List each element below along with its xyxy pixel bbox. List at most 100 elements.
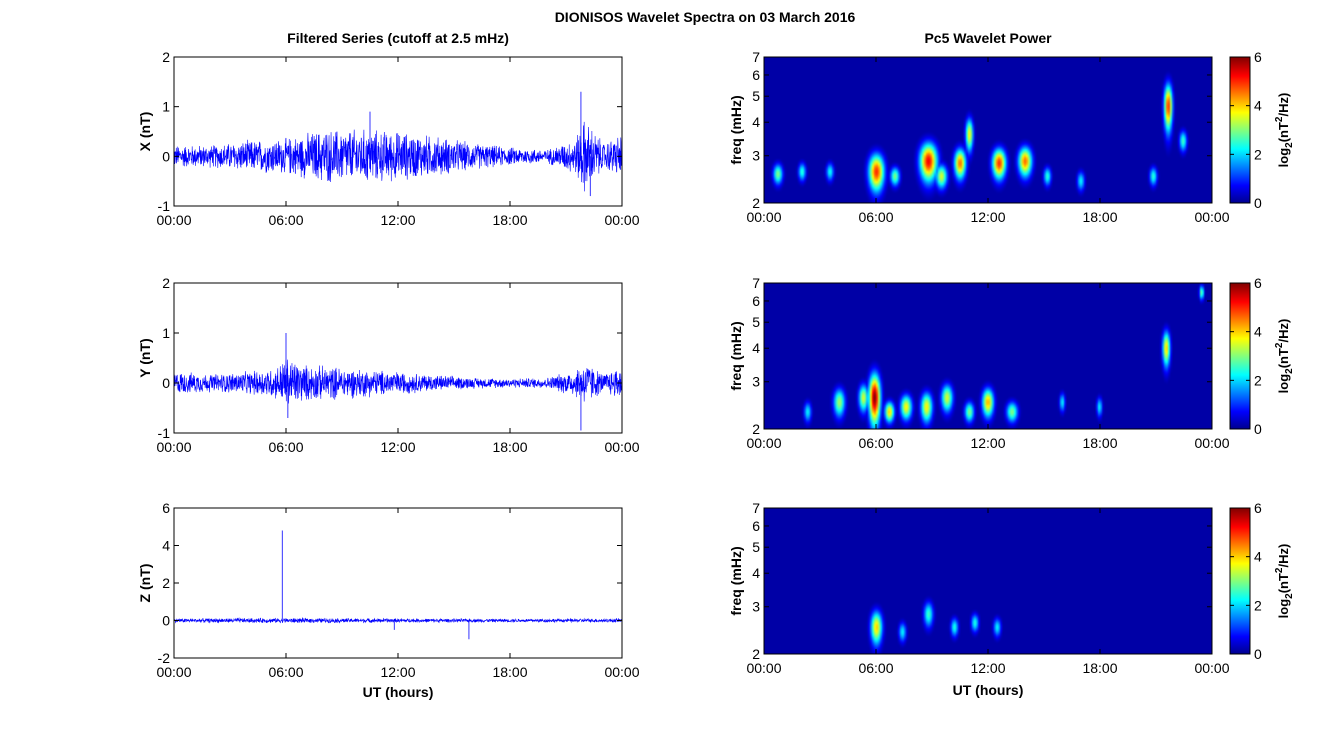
x-tick-label: 00:00 [1194,209,1229,225]
x-tick-label: 18:00 [1082,660,1117,676]
colorbar-tick-label: 2 [1254,372,1262,388]
y-tick-label: 6 [752,67,760,83]
x-tick-label: 06:00 [858,209,893,225]
y-tick-label: 3 [752,148,760,164]
y-axis-label: freq (mHz) [728,95,744,164]
y-axis-label: X (nT) [137,112,153,152]
colorbar-label: log2(nT2/Hz) [1274,93,1295,168]
y-tick-label: 4 [752,114,760,130]
wavelet-panel-y: 2 3 4 5 6 7 freq (mHz) [728,275,1213,437]
y-tick-label: 0 [162,375,170,391]
series-line [173,121,623,192]
x-tick-label: 06:00 [858,435,893,451]
x-tick-label: 00:00 [604,664,639,680]
y-tick-label: 2 [752,646,760,662]
colorbar-tick-label: 6 [1254,500,1262,516]
x-tick-label: 12:00 [970,660,1005,676]
x-axis-wavelet-y: 00:00 06:00 12:00 18:00 00:00 [746,283,1230,451]
y-tick-label: 2 [162,49,170,65]
plot-area [174,57,622,206]
x-tick-label: 00:00 [604,439,639,455]
y-tick-label: 6 [752,293,760,309]
figure-title: DIONISOS Wavelet Spectra on 03 March 201… [555,9,856,25]
colorbar-tick-label: 2 [1254,597,1262,613]
y-tick-label: 2 [752,421,760,437]
x-tick-label: 18:00 [1082,209,1117,225]
y-tick-label: 5 [752,314,760,330]
x-tick-label: 12:00 [380,212,415,228]
y-tick-label: 2 [752,195,760,211]
x-tick-label: 06:00 [268,439,303,455]
x-tick-label: 00:00 [156,439,191,455]
x-tick-label: 12:00 [970,209,1005,225]
y-tick-label: 5 [752,88,760,104]
x-axis-x: 00:00 06:00 12:00 18:00 00:00 [156,57,640,228]
wavelet-heatmap [764,508,1212,654]
series-panel-y: -1 0 1 2 Y (nT) [137,275,623,441]
y-tick-label: -1 [158,198,171,214]
x-tick-label: 12:00 [970,435,1005,451]
colorbar-tick-label: 4 [1254,549,1262,565]
colorbar-gradient [1229,282,1251,430]
x-tick-label: 00:00 [156,212,191,228]
wavelet-panel-z: 2 3 4 5 6 7 freq (mHz) [728,500,1213,662]
wavelet-heatmap [764,57,1212,203]
y-tick-label: -2 [158,650,171,666]
colorbar-label: log2(nT2/Hz) [1274,319,1295,394]
y-tick-label: 3 [752,374,760,390]
y-tick-label: 4 [752,340,760,356]
y-axis-label: freq (mHz) [728,321,744,390]
colorbar-gradient [1229,507,1251,655]
y-tick-label: 7 [752,500,760,516]
plot-area [174,283,622,433]
colorbar-tick-label: 4 [1254,98,1262,114]
colorbar-y: 0 2 4 6 log2(nT2/Hz) [1229,275,1295,437]
x-axis-label-left: UT (hours) [363,684,434,700]
y-tick-label: 7 [752,49,760,65]
colorbar-tick-label: 4 [1254,324,1262,340]
y-tick-label: 4 [752,565,760,581]
colorbar-tick-label: 0 [1254,421,1262,437]
colorbar-gradient [1229,56,1251,204]
x-axis-label-right: UT (hours) [953,682,1024,698]
y-tick-label: 1 [162,99,170,115]
x-tick-label: 06:00 [268,212,303,228]
x-tick-label: 06:00 [268,664,303,680]
y-tick-label: 1 [162,325,170,341]
y-tick-label: 3 [752,599,760,615]
colorbar-x: 0 2 4 6 log2(nT2/Hz) [1229,49,1295,211]
x-tick-label: 00:00 [604,212,639,228]
x-tick-label: 00:00 [746,209,781,225]
x-axis-wavelet-x: 00:00 06:00 12:00 18:00 00:00 [746,57,1230,225]
x-tick-label: 00:00 [746,660,781,676]
x-tick-label: 00:00 [1194,435,1229,451]
y-tick-label: 6 [162,500,170,516]
y-axis-label: Y (nT) [137,338,153,377]
x-tick-label: 00:00 [1194,660,1229,676]
x-tick-label: 00:00 [746,435,781,451]
x-tick-label: 18:00 [492,439,527,455]
wavelet-panel-x: 2 3 4 5 6 7 freq (mHz) [728,49,1213,211]
y-tick-label: 4 [162,538,170,554]
y-tick-label: 2 [162,275,170,291]
colorbar-tick-label: 0 [1254,195,1262,211]
series-line [173,617,623,624]
x-tick-label: 18:00 [492,212,527,228]
y-tick-label: 0 [162,148,170,164]
colorbar-tick-label: 6 [1254,275,1262,291]
wavelet-heatmap [764,283,1212,429]
y-tick-label: 7 [752,275,760,291]
y-tick-label: 0 [162,613,170,629]
series-panel-x: -1 0 1 2 X (nT) [137,49,623,214]
colorbar-z: 0 2 4 6 log2(nT2/Hz) [1229,500,1295,662]
left-column-title: Filtered Series (cutoff at 2.5 mHz) [287,30,509,46]
colorbar-tick-label: 2 [1254,146,1262,162]
x-tick-label: 18:00 [1082,435,1117,451]
colorbar-tick-label: 6 [1254,49,1262,65]
x-tick-label: 00:00 [156,664,191,680]
y-tick-label: 6 [752,518,760,534]
series-panel-z: -2 0 2 4 6 Z (nT) [137,500,623,666]
y-tick-label: -1 [158,425,171,441]
